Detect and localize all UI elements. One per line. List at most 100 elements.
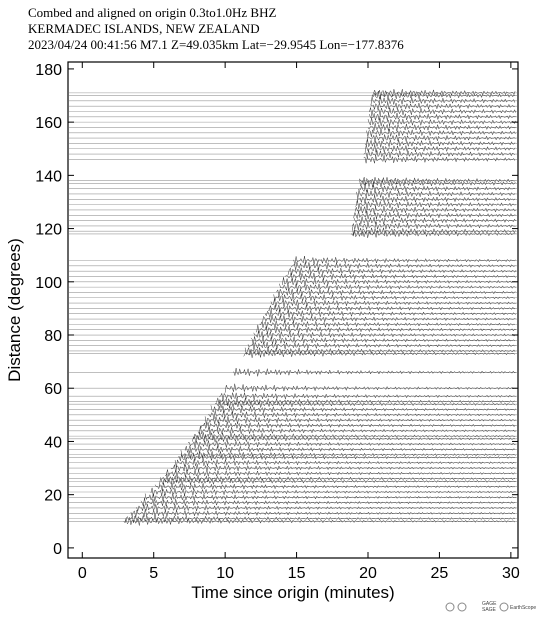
y-tick-label: 140: [35, 168, 62, 185]
arrival-waveform: [124, 514, 516, 523]
arrival-waveform: [123, 517, 516, 526]
arrival-waveform: [250, 335, 516, 345]
arrival-waveform: [253, 330, 516, 340]
arrival-waveform: [136, 504, 516, 512]
arrival-waveform: [174, 458, 516, 468]
arrival-waveform: [270, 298, 516, 308]
arrival-waveform: [350, 229, 516, 238]
y-tick-label: 80: [44, 328, 62, 345]
arrival-waveform: [356, 194, 516, 204]
title-line: 2023/04/24 00:41:56 M7.1 Z=49.035km Lat=…: [28, 37, 404, 52]
arrival-waveform: [256, 324, 516, 335]
arrival-waveform: [130, 508, 515, 518]
y-tick-label: 180: [35, 62, 62, 79]
arrival-waveform: [359, 178, 516, 188]
arrival-waveform: [366, 134, 516, 143]
arrival-waveform: [367, 123, 516, 132]
logo-icon: [445, 602, 455, 612]
arrival-waveform: [164, 469, 516, 478]
arrival-waveform: [180, 449, 516, 459]
arrival-waveform: [367, 117, 516, 127]
arrival-waveform: [364, 139, 516, 148]
arrival-waveform: [353, 216, 516, 225]
arrival-waveform: [293, 255, 516, 265]
arrival-waveform: [200, 421, 516, 430]
x-tick-label: 10: [216, 565, 234, 582]
y-tick-label: 160: [35, 115, 62, 132]
y-tick-label: 100: [35, 275, 62, 292]
arrival-waveform: [354, 200, 517, 210]
arrival-waveform: [219, 392, 516, 401]
arrival-waveform: [187, 440, 516, 449]
arrival-waveform: [140, 497, 516, 507]
arrival-waveform: [150, 487, 516, 497]
arrival-waveform: [177, 453, 516, 462]
arrival-waveform: [282, 277, 516, 286]
arrival-waveform: [154, 482, 516, 492]
arrival-waveform: [353, 210, 516, 220]
arrival-waveform: [210, 405, 516, 414]
x-tick-label: 5: [149, 565, 158, 582]
arrival-waveform: [357, 184, 516, 193]
arrival-waveform: [214, 399, 516, 409]
logo-text: EarthScope: [510, 605, 536, 611]
x-tick-label: 30: [502, 565, 520, 582]
arrival-waveform: [207, 410, 516, 420]
arrival-waveform: [233, 367, 516, 377]
logo-text: SAGE: [482, 607, 497, 613]
arrival-waveform: [159, 477, 516, 486]
y-axis-label: Distance (degrees): [5, 238, 24, 382]
title-line: KERMADEC ISLANDS, NEW ZEALAND: [28, 21, 260, 36]
arrival-waveform: [247, 341, 516, 351]
arrival-waveform: [366, 128, 516, 137]
arrival-waveform: [259, 320, 516, 329]
arrival-waveform: [363, 149, 516, 159]
arrival-waveform: [144, 493, 516, 502]
y-tick-label: 0: [53, 541, 62, 558]
arrival-waveform: [197, 425, 517, 435]
arrival-waveform: [354, 205, 517, 215]
arrival-waveform: [372, 90, 516, 100]
title-line: Combed and aligned on origin 0.3to1.0Hz …: [28, 5, 276, 20]
y-tick-label: 60: [44, 381, 62, 398]
arrival-waveform: [244, 346, 516, 356]
x-tick-label: 15: [288, 565, 306, 582]
arrival-waveform: [193, 432, 516, 441]
arrival-waveform: [262, 315, 516, 325]
arrival-waveform: [284, 272, 516, 281]
y-tick-label: 120: [35, 222, 62, 239]
arrival-waveform: [369, 112, 516, 121]
plot-frame: [67, 61, 519, 559]
arrival-waveform: [369, 107, 517, 117]
arrival-waveform: [363, 155, 516, 164]
arrival-waveform: [216, 397, 516, 406]
arrival-waveform: [372, 89, 516, 97]
arrival-waveform: [364, 144, 516, 153]
x-tick-label: 25: [431, 565, 449, 582]
arrival-waveform: [264, 309, 516, 318]
logo-text: GAGE: [482, 601, 497, 607]
y-tick-label: 40: [44, 434, 62, 451]
arrival-waveform: [352, 221, 516, 231]
arrival-waveform: [356, 189, 516, 199]
y-tick-label: 20: [44, 488, 62, 505]
arrival-waveform: [267, 304, 516, 313]
arrival-waveform: [273, 293, 515, 303]
arrival-waveform: [204, 415, 517, 425]
arrival-waveform: [170, 463, 516, 473]
x-tick-label: 20: [359, 565, 377, 582]
arrival-waveform: [160, 473, 515, 483]
x-axis-label: Time since origin (minutes): [191, 583, 394, 602]
arrival-waveform: [352, 226, 516, 236]
arrival-waveform: [370, 96, 516, 106]
logo-icon: [499, 602, 509, 612]
logo-icon: [457, 602, 467, 612]
arrival-waveform: [290, 261, 516, 271]
arrival-waveform: [224, 383, 516, 393]
arrival-waveform: [184, 445, 516, 454]
arrival-waveform: [243, 349, 516, 358]
arrival-waveform: [370, 101, 515, 111]
arrival-waveform: [192, 434, 516, 444]
arrival-waveform: [359, 176, 516, 186]
